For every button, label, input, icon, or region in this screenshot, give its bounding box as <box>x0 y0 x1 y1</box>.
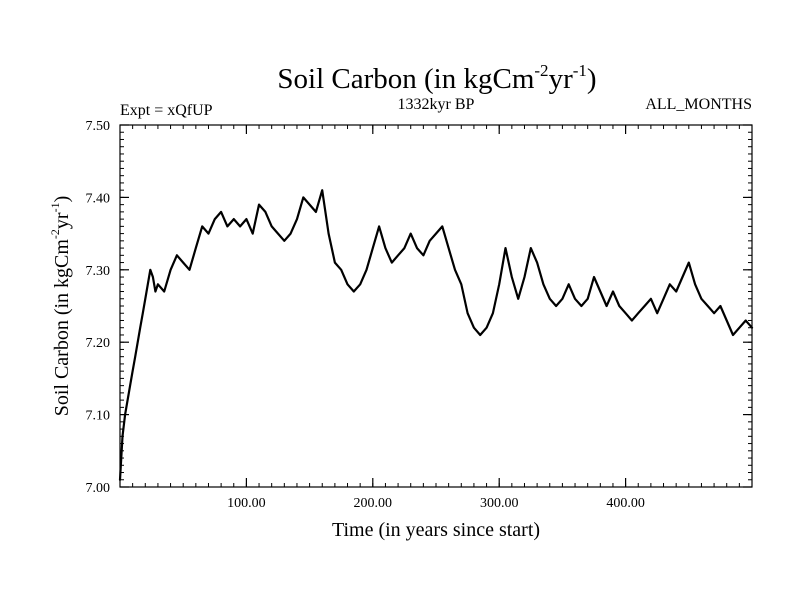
x-tick-label: 200.00 <box>354 496 393 511</box>
y-tick-label: 7.30 <box>86 264 111 279</box>
months-label: ALL_MONTHS <box>645 96 752 113</box>
plot-frame <box>119 124 753 488</box>
period-label: 1332kyr BP <box>398 96 475 113</box>
y-tick-label: 7.20 <box>86 336 111 351</box>
y-axis-label: Soil Carbon (in kgCm-2yr-1) <box>48 196 73 417</box>
x-axis-label: Time (in years since start) <box>332 519 540 541</box>
x-tick-label: 100.00 <box>227 496 266 511</box>
x-tick-label: 400.00 <box>606 496 645 511</box>
y-tick-labels: 7.00 7.10 7.20 7.30 7.40 7.50 <box>86 119 111 496</box>
x-tick-labels: 100.00 200.00 300.00 400.00 <box>227 496 645 511</box>
axis-ticks <box>120 124 752 488</box>
chart-title: Soil Carbon (in kgCm-2yr-1) <box>277 61 596 95</box>
x-tick-label: 300.00 <box>480 496 519 511</box>
y-tick-label: 7.00 <box>86 481 111 496</box>
series-layer <box>118 189 754 481</box>
y-tick-label: 7.10 <box>86 409 111 424</box>
y-tick-label: 7.50 <box>86 119 111 134</box>
experiment-label: Expt = xQfUP <box>120 102 213 119</box>
series-line <box>118 189 754 481</box>
y-tick-label: 7.40 <box>86 191 111 206</box>
